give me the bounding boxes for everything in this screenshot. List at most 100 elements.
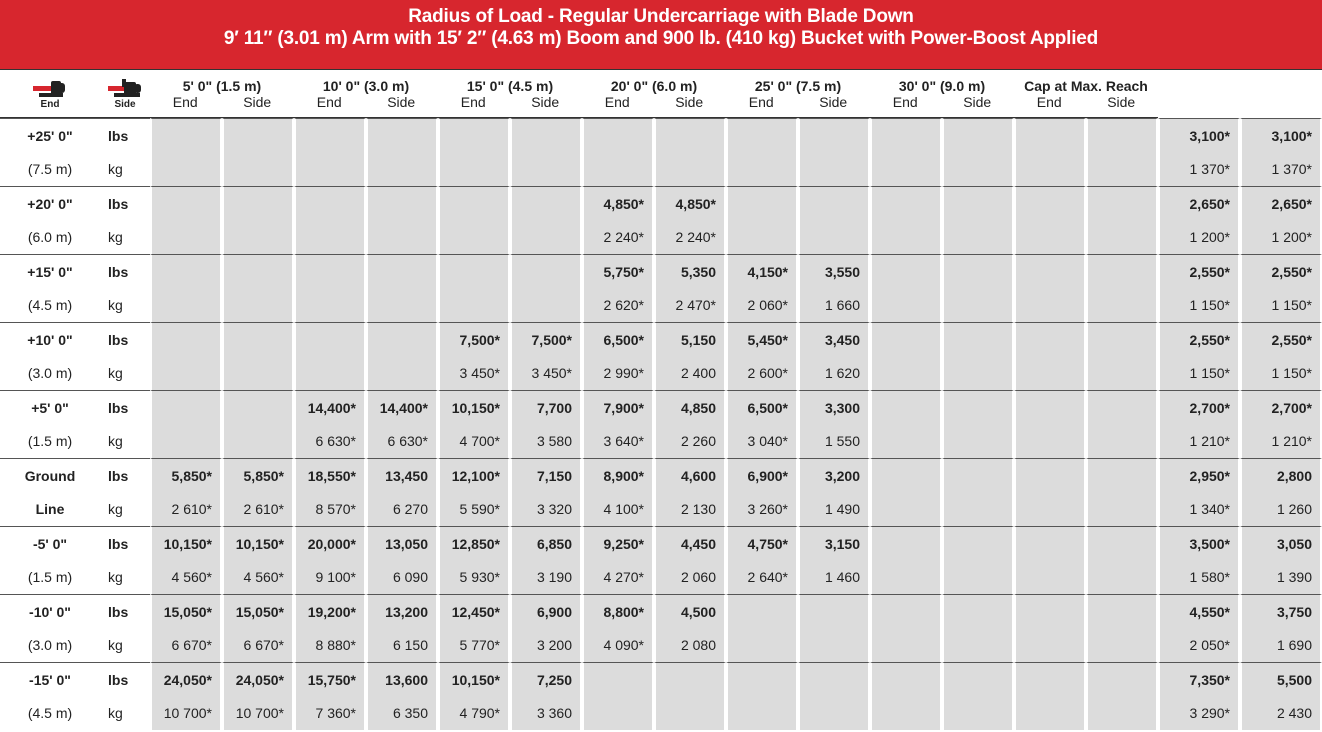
lbs-cell bbox=[438, 254, 510, 288]
title: Radius of Load - Regular Undercarriage w… bbox=[408, 6, 914, 27]
kg-cell bbox=[1086, 288, 1158, 322]
column-header: 25' 0" (7.5 m) End Side bbox=[726, 70, 870, 118]
kg-cell bbox=[222, 424, 294, 458]
kg-cell bbox=[942, 560, 1014, 594]
lbs-cell: 3,450 bbox=[798, 322, 870, 356]
lbs-cell: 4,850* bbox=[654, 186, 726, 220]
lbs-cell bbox=[942, 118, 1014, 152]
kg-cell: 1 550 bbox=[798, 424, 870, 458]
lbs-cell bbox=[510, 254, 582, 288]
end-label: End bbox=[316, 93, 342, 110]
lbs-cell bbox=[222, 186, 294, 220]
column-label: 10' 0" (3.0 m) bbox=[322, 77, 410, 94]
kg-cell bbox=[150, 220, 222, 254]
lbs-cell: 24,050* bbox=[150, 662, 222, 696]
kg-cell: 9 100* bbox=[294, 560, 366, 594]
kg-cell bbox=[1086, 424, 1158, 458]
kg-cell: 2 400 bbox=[654, 356, 726, 390]
kg-cell: 3 360 bbox=[510, 696, 582, 730]
end-icon bbox=[33, 81, 65, 97]
lbs-cell: 24,050* bbox=[222, 662, 294, 696]
lbs-cell: 13,600 bbox=[366, 662, 438, 696]
kg-cell bbox=[294, 288, 366, 322]
load-table: End Side 5' 0" (1.5 m) End Side 10' 0" (3.0… bbox=[0, 70, 1322, 730]
kg-cell: 5 930* bbox=[438, 560, 510, 594]
kg-cell bbox=[510, 152, 582, 186]
lbs-cell: 3,500* bbox=[1158, 526, 1240, 560]
kg-cell bbox=[942, 424, 1014, 458]
kg-cell: 1 150* bbox=[1158, 356, 1240, 390]
lbs-cell bbox=[510, 186, 582, 220]
kg-cell bbox=[870, 628, 942, 662]
column-sub: End Side bbox=[726, 94, 870, 110]
kg-cell bbox=[150, 424, 222, 458]
kg-cell: 1 210* bbox=[1158, 424, 1240, 458]
lbs-cell bbox=[1086, 118, 1158, 152]
lbs-cell bbox=[942, 458, 1014, 492]
unit: lbs bbox=[100, 254, 150, 288]
kg-cell bbox=[942, 152, 1014, 186]
lbs-cell: 2,550* bbox=[1240, 322, 1322, 356]
lbs-cell bbox=[942, 662, 1014, 696]
end-label: End bbox=[172, 93, 198, 110]
lbs-cell bbox=[222, 254, 294, 288]
kg-cell bbox=[1086, 696, 1158, 730]
lbs-cell: 8,900* bbox=[582, 458, 654, 492]
lbs-cell bbox=[654, 662, 726, 696]
lbs-cell: 4,850* bbox=[582, 186, 654, 220]
row-height: -15' 0" bbox=[0, 662, 100, 696]
lbs-cell: 10,150* bbox=[222, 526, 294, 560]
kg-cell: 2 050* bbox=[1158, 628, 1240, 662]
lbs-cell bbox=[294, 186, 366, 220]
kg-cell: 2 990* bbox=[582, 356, 654, 390]
lbs-cell bbox=[870, 458, 942, 492]
kg-cell: 3 040* bbox=[726, 424, 798, 458]
lbs-cell bbox=[1014, 186, 1086, 220]
unit: kg bbox=[108, 501, 123, 517]
lbs-cell bbox=[1014, 526, 1086, 560]
unit: lbs bbox=[100, 526, 150, 560]
kg-cell bbox=[942, 288, 1014, 322]
lbs-cell: 3,750 bbox=[1240, 594, 1322, 628]
row-label: Line bbox=[35, 501, 65, 517]
kg-cell bbox=[582, 696, 654, 730]
kg-cell: 2 240* bbox=[582, 220, 654, 254]
kg-cell: 1 210* bbox=[1240, 424, 1322, 458]
kg-cell: 2 620* bbox=[582, 288, 654, 322]
kg-cell bbox=[870, 492, 942, 526]
lbs-cell: 12,850* bbox=[438, 526, 510, 560]
side-label: Side bbox=[1107, 93, 1136, 110]
lbs-cell: 2,650* bbox=[1240, 186, 1322, 220]
end-icon-label: End bbox=[40, 99, 60, 110]
lbs-cell: 2,700* bbox=[1158, 390, 1240, 424]
lbs-cell bbox=[1086, 390, 1158, 424]
unit: kg bbox=[108, 637, 123, 653]
lbs-cell: 8,800* bbox=[582, 594, 654, 628]
lbs-cell bbox=[510, 118, 582, 152]
row-metric: (7.5 m) bbox=[27, 161, 73, 177]
lbs-cell bbox=[1014, 322, 1086, 356]
kg-cell bbox=[942, 628, 1014, 662]
kg-cell bbox=[1014, 356, 1086, 390]
kg-cell bbox=[1014, 492, 1086, 526]
unit: kg bbox=[108, 433, 123, 449]
kg-cell: 1 370* bbox=[1240, 152, 1322, 186]
unit: kg bbox=[108, 365, 123, 381]
kg-cell: 2 130 bbox=[654, 492, 726, 526]
kg-cell bbox=[366, 152, 438, 186]
lbs-cell bbox=[726, 662, 798, 696]
lbs-cell bbox=[1086, 662, 1158, 696]
lbs-cell: 3,150 bbox=[798, 526, 870, 560]
lbs-cell bbox=[942, 254, 1014, 288]
lbs-cell: 14,400* bbox=[294, 390, 366, 424]
lbs-cell bbox=[942, 186, 1014, 220]
kg-cell bbox=[1086, 152, 1158, 186]
kg-cell: 2 610* bbox=[222, 492, 294, 526]
column-label: 15' 0" (4.5 m) bbox=[466, 77, 554, 94]
unit: kg bbox=[108, 229, 123, 245]
lbs-cell: 2,950* bbox=[1158, 458, 1240, 492]
kg-cell: 1 260 bbox=[1240, 492, 1322, 526]
lbs-cell: 3,100* bbox=[1158, 118, 1240, 152]
kg-cell: 2 610* bbox=[150, 492, 222, 526]
kg-cell: 10 700* bbox=[150, 696, 222, 730]
